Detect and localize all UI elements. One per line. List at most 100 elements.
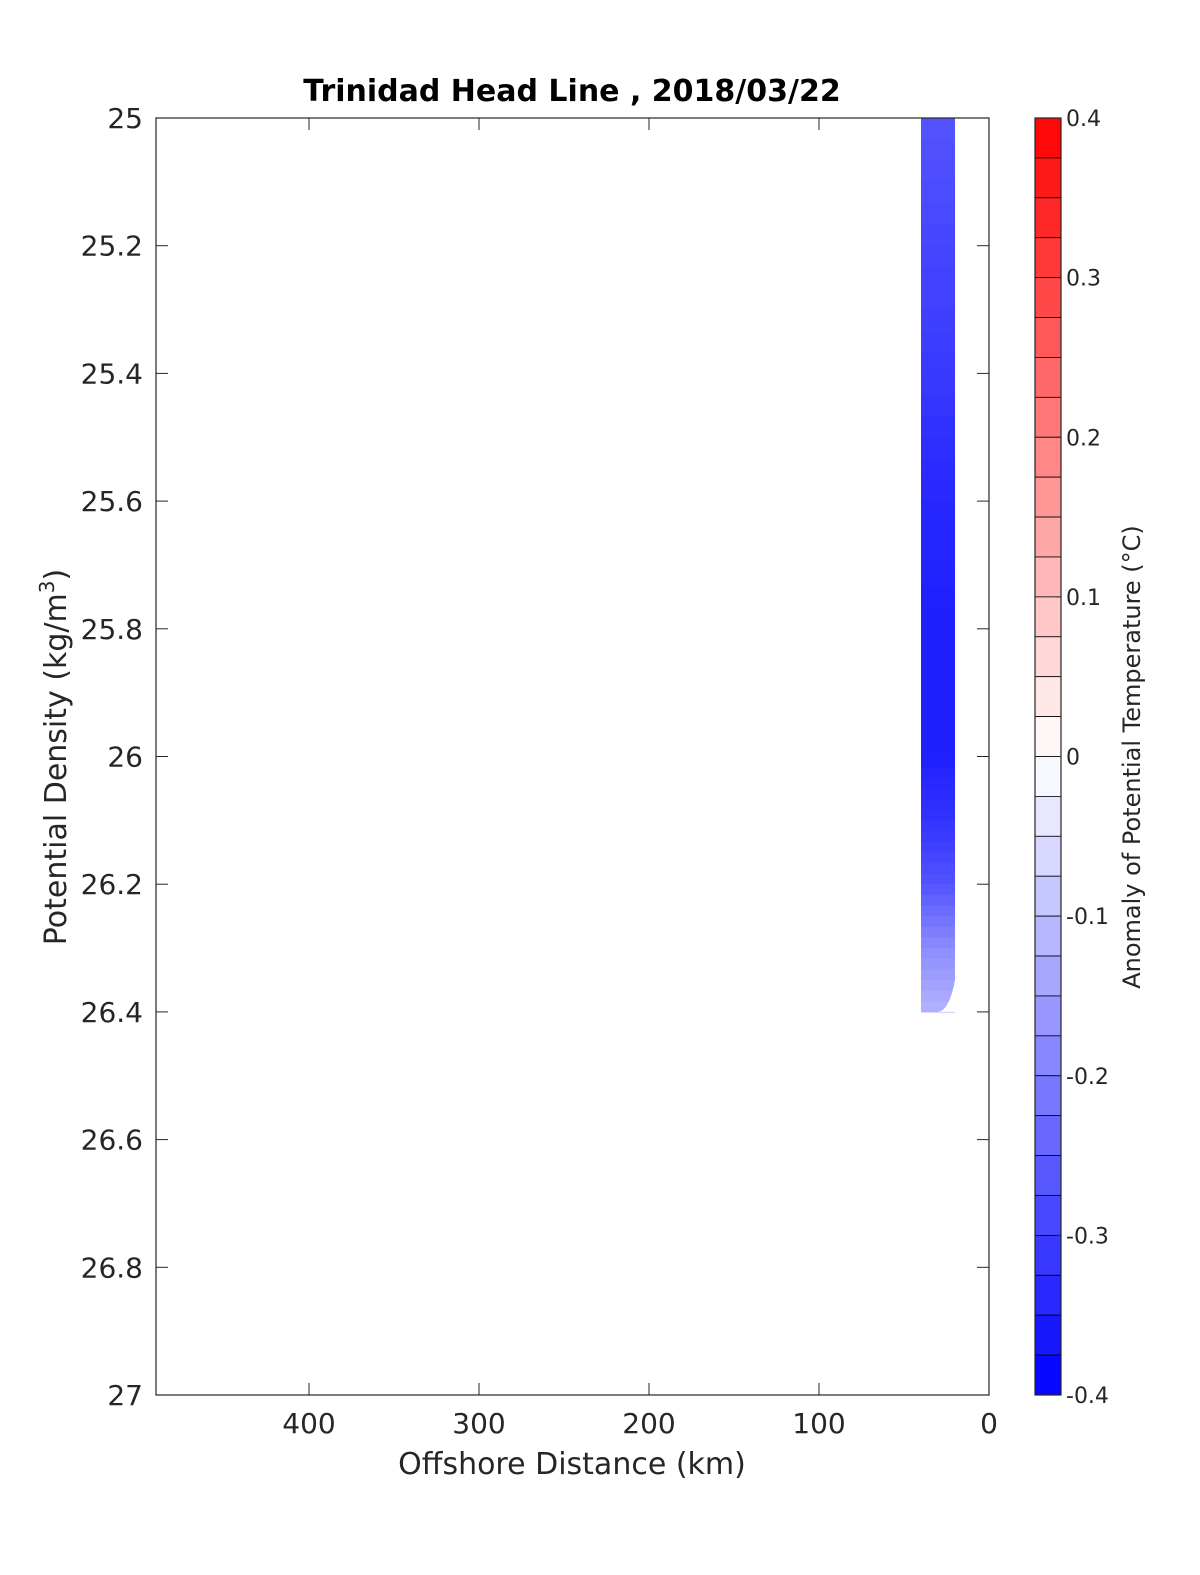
contour-cell [921, 905, 955, 917]
contour-cell [921, 841, 955, 853]
colorbar-segment [1034, 1155, 1062, 1196]
y-tick-label: 25 [107, 102, 143, 135]
x-tick-label: 400 [282, 1407, 335, 1440]
x-axis-label: Offshore Distance (km) [398, 1447, 746, 1482]
colorbar-segment [1034, 1314, 1062, 1356]
contour-cell [921, 894, 955, 907]
contour-cell [921, 352, 955, 374]
colorbar-segment [1034, 157, 1062, 199]
colorbar-segment [1034, 995, 1062, 1037]
contour-cell [921, 437, 955, 460]
colorbar-tick-label: -0.1 [1066, 905, 1109, 930]
y-tick-label: 26.6 [81, 1124, 143, 1157]
contour-cell [921, 650, 955, 672]
colorbar-segment [1034, 676, 1062, 717]
contour-cell [921, 245, 955, 268]
colorbar-segment [1034, 117, 1062, 159]
contour-cell [921, 692, 955, 715]
contour-fill [921, 118, 955, 1013]
contour-cell [921, 713, 955, 736]
colorbar-label: Anomaly of Potential Temperature (°C) [1118, 525, 1146, 989]
colorbar-segment [1034, 556, 1062, 598]
contour-cell [921, 788, 955, 800]
chart-title: Trinidad Head Line , 2018/03/22 [303, 74, 840, 109]
colorbar-segment [1034, 237, 1062, 279]
colorbar-segment [1034, 796, 1062, 837]
colorbar-tick-label: 0.3 [1066, 267, 1101, 292]
colorbar-tick-label: -0.4 [1066, 1384, 1109, 1409]
contour-cell [921, 373, 955, 396]
contour-cell [921, 799, 955, 811]
x-tick-label: 0 [980, 1407, 998, 1440]
contour-cell [921, 564, 955, 587]
colorbar-segment [1034, 1274, 1062, 1316]
contour-cell [921, 873, 955, 885]
contour-cell [921, 820, 955, 832]
colorbar-segment [1034, 357, 1062, 398]
contour-cell [921, 479, 955, 502]
contour-cell [921, 969, 955, 981]
contour-cell [921, 852, 955, 864]
colorbar-segment [1034, 277, 1062, 318]
colorbar-segment [1034, 875, 1062, 917]
colorbar-segment [1034, 1354, 1062, 1396]
y-tick-labels: 25 25.2 25.4 25.6 25.8 26 26.2 26.4 26.6 26.8 27 [81, 102, 143, 1412]
colorbar-segment [1034, 197, 1062, 239]
contour-cell [921, 777, 955, 790]
plot-frame [155, 117, 990, 1396]
y-axis-label: Potential Density (kg/m3) [35, 569, 74, 945]
contour-cell [921, 948, 955, 960]
colorbar-segment [1034, 716, 1062, 757]
colorbar-segment [1034, 1075, 1062, 1117]
contour-cell [921, 916, 955, 928]
colorbar-segment [1034, 915, 1062, 957]
contour-cell [921, 926, 955, 939]
plot-background [156, 118, 989, 1395]
contour-cell [921, 735, 955, 758]
colorbar-segment [1034, 1234, 1062, 1276]
x-tick-label: 300 [452, 1407, 505, 1440]
colorbar-tick-label: 0 [1066, 746, 1080, 771]
contour-cell [921, 181, 955, 204]
contour-cell [921, 607, 955, 630]
contour-cell [921, 809, 955, 821]
contour-cell [921, 266, 955, 289]
colorbar-tick-label: 0.4 [1066, 107, 1101, 132]
contour-cell [921, 671, 955, 694]
contour-cell [921, 862, 955, 875]
contour-cell [921, 160, 955, 183]
colorbar-segment [1034, 516, 1062, 558]
colorbar-segment [1034, 1115, 1062, 1156]
colorbar-segment [1034, 756, 1062, 797]
y-tick-label: 26.2 [81, 868, 143, 901]
colorbar-segment [1034, 1195, 1062, 1236]
colorbar [1034, 117, 1062, 1396]
contour-cell [921, 501, 955, 523]
y-tick-label: 26.8 [81, 1251, 143, 1284]
y-tick-label: 27 [107, 1379, 143, 1412]
contour-cell [921, 937, 955, 949]
colorbar-segment [1034, 476, 1062, 518]
contour-cell [921, 767, 955, 779]
y-axis-label-main: Potential Density (kg/m [39, 593, 74, 945]
colorbar-segment [1034, 835, 1062, 877]
y-axis-label-close: ) [39, 569, 74, 581]
y-tick-label: 25.2 [81, 230, 143, 263]
contour-cell [921, 522, 955, 545]
contour-cell [921, 458, 955, 481]
contour-cell [921, 118, 955, 140]
y-tick-label: 25.4 [81, 357, 143, 390]
contour-cell [921, 288, 955, 311]
contour-cell [921, 830, 955, 843]
contour-cell [921, 543, 955, 566]
y-tick-label: 25.6 [81, 485, 143, 518]
y-tick-label: 26.4 [81, 996, 143, 1029]
contour-cell [921, 139, 955, 162]
contour-cell [921, 1001, 955, 1013]
contour-cell [921, 628, 955, 651]
colorbar-segment [1034, 317, 1062, 358]
colorbar-segment [1034, 636, 1062, 678]
colorbar-segment [1034, 596, 1062, 638]
contour-cell [921, 958, 955, 970]
